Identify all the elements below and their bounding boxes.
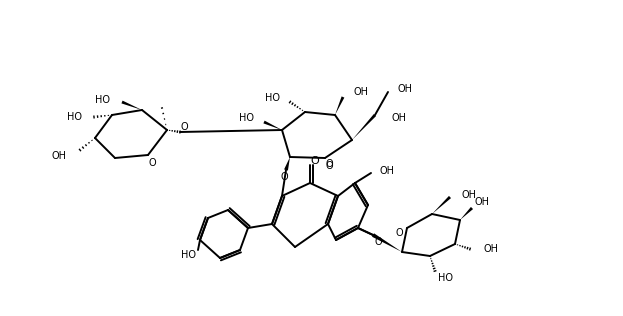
Text: HO: HO	[438, 273, 453, 283]
Text: O: O	[148, 158, 156, 168]
Text: HO: HO	[67, 112, 82, 122]
Text: HO: HO	[265, 93, 280, 103]
Text: OH: OH	[398, 84, 413, 94]
Text: O: O	[325, 161, 333, 171]
Polygon shape	[352, 114, 376, 140]
Text: O: O	[311, 156, 320, 166]
Text: OH: OH	[379, 166, 394, 176]
Text: O: O	[374, 237, 382, 247]
Polygon shape	[460, 207, 473, 220]
Text: O: O	[325, 159, 333, 169]
Text: OH: OH	[475, 197, 490, 207]
Text: HO: HO	[239, 113, 254, 123]
Text: OH: OH	[52, 151, 67, 161]
Polygon shape	[432, 196, 451, 214]
Text: OH: OH	[391, 113, 406, 123]
Polygon shape	[284, 157, 290, 171]
Text: OH: OH	[353, 87, 368, 97]
Polygon shape	[335, 96, 345, 115]
Polygon shape	[121, 100, 142, 110]
Text: OH: OH	[483, 244, 498, 254]
Text: HO: HO	[181, 250, 196, 260]
Polygon shape	[264, 121, 282, 130]
Text: O: O	[395, 228, 403, 238]
Text: O: O	[280, 172, 288, 182]
Text: O: O	[180, 122, 188, 132]
Text: HO: HO	[95, 95, 110, 105]
Text: OH: OH	[462, 190, 477, 200]
Polygon shape	[372, 233, 402, 252]
